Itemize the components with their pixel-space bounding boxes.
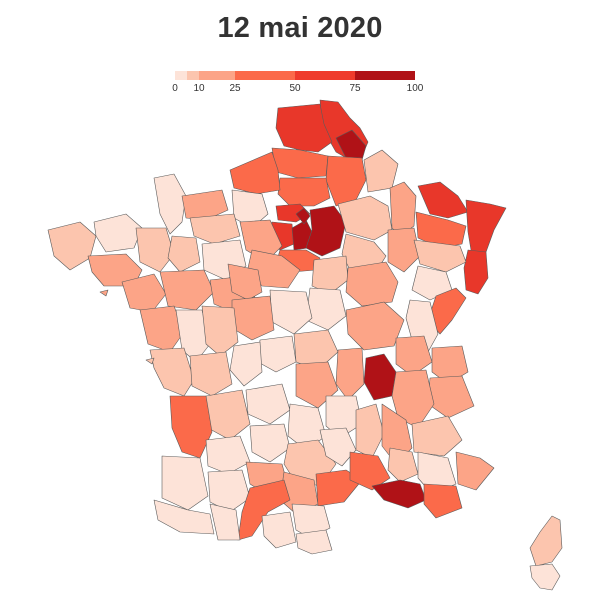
dept-cote-dor[interactable] xyxy=(345,261,399,307)
legend-tick-label: 100 xyxy=(407,83,424,94)
dept-loire[interactable] xyxy=(335,347,365,401)
dept-orne[interactable] xyxy=(189,213,241,245)
legend-tick-label: 10 xyxy=(193,83,205,94)
dept-loire-atlantique[interactable] xyxy=(121,273,167,313)
dept-haute-loire[interactable] xyxy=(325,395,363,439)
dept-haute-marne[interactable] xyxy=(387,227,421,273)
dept-pyrenees-orientales[interactable] xyxy=(295,529,333,555)
dept-var[interactable] xyxy=(423,483,463,519)
legend-bin-5 xyxy=(355,71,415,80)
legend-tick-label: 75 xyxy=(349,83,361,94)
dept-charente[interactable] xyxy=(189,351,233,397)
dept-alpes-maritimes[interactable] xyxy=(455,451,495,491)
legend-bin-4 xyxy=(295,71,355,80)
dept-haute-corse[interactable] xyxy=(529,515,563,567)
color-legend: 0 10 25 50 75 100 xyxy=(172,71,424,94)
legend-bin-0 xyxy=(175,71,187,80)
dept-nievre[interactable] xyxy=(305,287,347,331)
dept-creuse[interactable] xyxy=(257,335,297,373)
dept-yonne[interactable] xyxy=(311,255,349,295)
legend-bin-2 xyxy=(199,71,235,80)
legend-tick-label: 50 xyxy=(289,83,301,94)
legend-bin-1 xyxy=(187,71,199,80)
dept-cotes-darmor[interactable] xyxy=(93,213,143,253)
dept-ariege[interactable] xyxy=(261,511,297,549)
dept-savoie[interactable] xyxy=(427,375,475,419)
dept-mayenne[interactable] xyxy=(167,235,201,273)
dept-saone-et-loire[interactable] xyxy=(345,301,405,351)
dept-meuse[interactable] xyxy=(389,181,417,237)
dept-eure-et-loir[interactable] xyxy=(239,219,283,263)
dept-allier[interactable] xyxy=(293,329,339,371)
dept-vendee[interactable] xyxy=(139,305,185,353)
dept-haut-rhin[interactable] xyxy=(463,249,489,295)
dept-calvados[interactable] xyxy=(181,189,229,221)
dept-vienne[interactable] xyxy=(201,305,239,357)
dept-loir-et-cher[interactable] xyxy=(227,263,263,301)
dept-bouches-du-rhone[interactable] xyxy=(371,479,427,509)
dept-charente-maritime[interactable] xyxy=(149,347,195,397)
dept-bas-rhin[interactable] xyxy=(465,199,507,257)
dept-pas-de-calais[interactable] xyxy=(275,103,333,153)
dept-correze[interactable] xyxy=(245,383,291,425)
dept-hautes-pyrenees[interactable] xyxy=(209,503,241,541)
dept-nord-east[interactable] xyxy=(335,129,367,161)
dept-haute-garonne[interactable] xyxy=(237,479,291,541)
island-belle-ile xyxy=(99,289,109,297)
dept-paris-inner[interactable] xyxy=(295,207,311,225)
dept-ardeche[interactable] xyxy=(355,403,385,459)
dept-vosges[interactable] xyxy=(413,239,467,273)
dept-indre[interactable] xyxy=(231,295,275,341)
legend-tick-label: 25 xyxy=(229,83,241,94)
map-title: 12 mai 2020 xyxy=(217,12,383,44)
dept-haute-vienne[interactable] xyxy=(229,341,263,387)
dept-dordogne[interactable] xyxy=(205,389,251,441)
legend-bin-3 xyxy=(235,71,295,80)
dept-seine-et-marne[interactable] xyxy=(305,205,347,257)
dept-somme[interactable] xyxy=(271,147,329,179)
dept-moselle[interactable] xyxy=(417,181,469,219)
dept-pyrenees-atlantiques[interactable] xyxy=(153,499,215,535)
dept-rhone[interactable] xyxy=(363,353,397,401)
dept-cher[interactable] xyxy=(269,289,313,335)
island-ile-de-re xyxy=(145,357,155,365)
dept-maine-et-loire[interactable] xyxy=(159,269,215,311)
dept-manche[interactable] xyxy=(153,173,187,235)
dept-gers[interactable] xyxy=(207,469,251,513)
dept-corse-du-sud[interactable] xyxy=(529,563,561,591)
dept-ardennes[interactable] xyxy=(363,149,399,193)
dept-gironde[interactable] xyxy=(169,395,213,459)
dept-finistere[interactable] xyxy=(47,221,97,271)
legend-tick-label: 0 xyxy=(172,83,178,94)
dept-landes[interactable] xyxy=(161,455,209,511)
dept-seine-maritime[interactable] xyxy=(229,151,281,195)
dept-marne[interactable] xyxy=(337,195,393,241)
dept-lot-et-garonne[interactable] xyxy=(205,435,251,475)
dept-lozere[interactable] xyxy=(319,427,357,467)
dept-lot[interactable] xyxy=(249,423,291,463)
dept-vaucluse[interactable] xyxy=(387,447,419,483)
dept-moselle-east[interactable] xyxy=(415,211,467,249)
dept-hautes-alpes[interactable] xyxy=(411,415,463,457)
dept-ille-et-vilaine[interactable] xyxy=(135,227,175,273)
dept-ain[interactable] xyxy=(395,335,433,377)
dept-oise[interactable] xyxy=(277,177,331,207)
